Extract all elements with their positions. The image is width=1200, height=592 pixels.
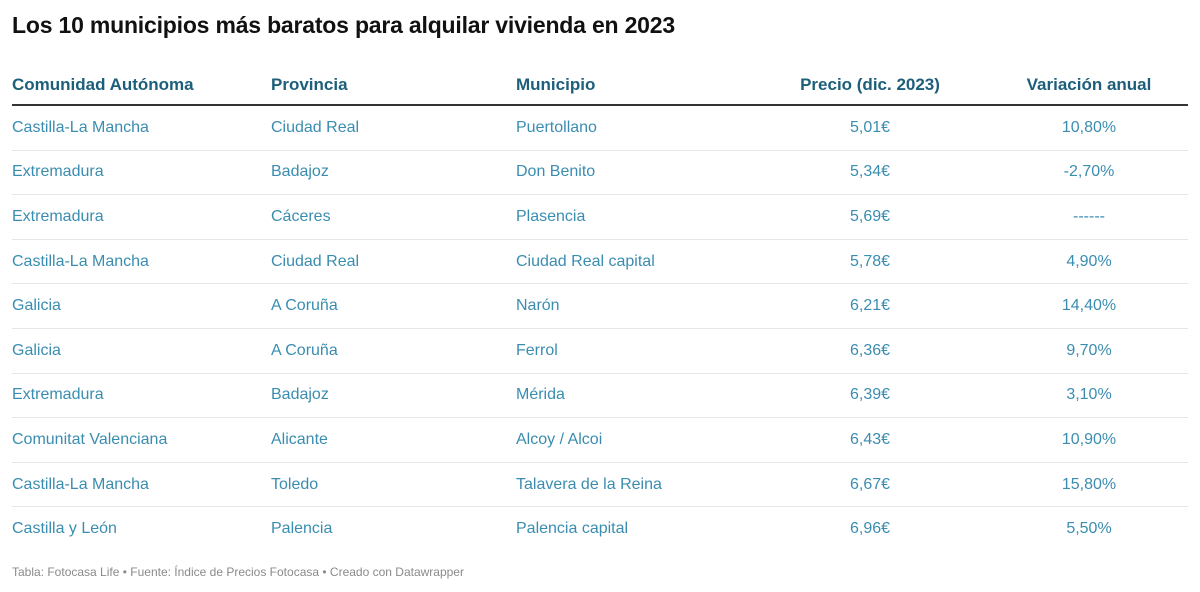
cell-variacion: 10,80% — [1061, 118, 1117, 136]
cell-precio: 6,43€ — [849, 430, 891, 448]
cell-comunidad: Castilla-La Mancha — [12, 252, 149, 270]
cell-municipio: Plasencia — [516, 207, 586, 225]
cell-variacion: 14,40% — [1061, 297, 1117, 315]
cell-comunidad: Extremadura — [12, 386, 104, 404]
table-row: Extremadura Cáceres Plasencia 5,69€ ------ — [12, 195, 1188, 240]
cell-municipio: Palencia capital — [516, 520, 629, 538]
cell-provincia: Badajoz — [271, 386, 329, 404]
cell-precio: 6,96€ — [849, 520, 891, 538]
cell-municipio: Puertollano — [516, 118, 597, 136]
table-row: Castilla y León Palencia Palencia capital 6… — [12, 507, 1188, 551]
cell-precio: 5,34€ — [849, 163, 891, 181]
cell-precio: 5,69€ — [849, 207, 891, 225]
table-row: Galicia A Coruña Narón 6,21€ 14,40% — [12, 284, 1188, 329]
header-comunidad[interactable]: Comunidad Autónoma — [12, 75, 194, 94]
cell-precio: 5,78€ — [849, 252, 891, 270]
table-body: Castilla-La Mancha Ciudad Real Puertollano… — [12, 106, 1188, 551]
cell-precio: 6,21€ — [849, 297, 891, 315]
header-variacion[interactable]: Variación anual — [1026, 75, 1152, 94]
cell-comunidad: Extremadura — [12, 163, 104, 181]
cell-variacion: 15,80% — [1061, 475, 1117, 493]
cell-comunidad: Castilla-La Mancha — [12, 475, 149, 493]
table-title: Los 10 municipios más baratos para alqui… — [12, 12, 675, 38]
cell-provincia: A Coruña — [271, 297, 338, 315]
cell-municipio: Ciudad Real capital — [516, 252, 655, 270]
cell-municipio: Narón — [516, 297, 560, 315]
table-row: Castilla-La Mancha Toledo Talavera de la R… — [12, 463, 1188, 508]
cell-provincia: Badajoz — [271, 163, 329, 181]
cell-precio: 6,67€ — [849, 475, 891, 493]
table-row: Extremadura Badajoz Don Benito 5,34€ -2,70% — [12, 151, 1188, 196]
cell-comunidad: Galicia — [12, 297, 61, 315]
cell-municipio: Ferrol — [516, 341, 558, 359]
header-provincia[interactable]: Provincia — [271, 75, 348, 94]
cell-variacion: 4,90% — [1066, 252, 1112, 270]
cell-municipio: Mérida — [516, 386, 565, 404]
cell-variacion: ------ — [1073, 207, 1105, 225]
cell-variacion: 10,90% — [1061, 430, 1117, 448]
cell-variacion: -2,70% — [1063, 163, 1115, 181]
cell-municipio: Don Benito — [516, 163, 596, 181]
cell-provincia: Toledo — [271, 475, 319, 493]
cell-provincia: Palencia — [271, 520, 333, 538]
cell-municipio: Alcoy / Alcoi — [516, 430, 603, 448]
header-municipio[interactable]: Municipio — [516, 75, 596, 94]
cell-precio: 6,36€ — [849, 341, 891, 359]
data-table: Comunidad Autónoma Provincia Municipio P… — [12, 66, 1188, 551]
table-row: Castilla-La Mancha Ciudad Real Ciudad Real… — [12, 240, 1188, 285]
footer-source: Tabla: Fotocasa Life • Fuente: Índice de… — [12, 565, 464, 579]
cell-provincia: A Coruña — [271, 341, 338, 359]
cell-variacion: 5,50% — [1066, 520, 1112, 538]
cell-provincia: Alicante — [271, 430, 328, 448]
header-precio[interactable]: Precio (dic. 2023) — [800, 75, 940, 94]
cell-provincia: Ciudad Real — [271, 252, 360, 270]
cell-provincia: Cáceres — [271, 207, 331, 225]
table-row: Extremadura Badajoz Mérida 6,39€ 3,10% — [12, 374, 1188, 419]
cell-comunidad: Extremadura — [12, 207, 104, 225]
cell-provincia: Ciudad Real — [271, 118, 360, 136]
table-row: Galicia A Coruña Ferrol 6,36€ 9,70% — [12, 329, 1188, 374]
cell-variacion: 3,10% — [1066, 386, 1112, 404]
cell-comunidad: Castilla y León — [12, 520, 117, 538]
cell-comunidad: Castilla-La Mancha — [12, 118, 149, 136]
cell-comunidad: Comunitat Valenciana — [12, 430, 168, 448]
cell-precio: 5,01€ — [849, 118, 891, 136]
table-header: Comunidad Autónoma Provincia Municipio P… — [12, 66, 1188, 106]
table-row: Castilla-La Mancha Ciudad Real Puertollano… — [12, 106, 1188, 151]
cell-municipio: Talavera de la Reina — [516, 475, 662, 493]
cell-comunidad: Galicia — [12, 341, 61, 359]
cell-precio: 6,39€ — [849, 386, 891, 404]
cell-variacion: 9,70% — [1066, 341, 1112, 359]
table-row: Comunitat Valenciana Alicante Alcoy / Alco… — [12, 418, 1188, 463]
